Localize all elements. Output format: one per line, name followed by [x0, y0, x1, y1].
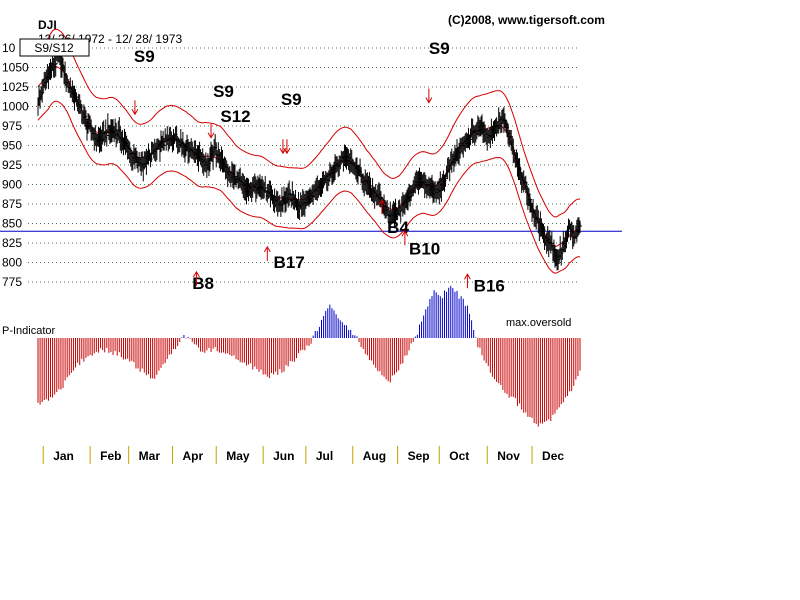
y-tick-label: 825: [2, 236, 22, 250]
month-label: Aug: [363, 449, 386, 463]
month-label: Jun: [273, 449, 294, 463]
max-oversold-note: max.oversold: [506, 317, 571, 329]
signal-arrow-head: [378, 199, 386, 206]
copyright: (C)2008, www.tigersoft.com: [448, 13, 605, 27]
p-indicator-label: P-Indicator: [2, 325, 56, 337]
y-tick-label: 975: [2, 119, 22, 133]
signal-label: S12: [220, 107, 250, 126]
month-label: Nov: [497, 449, 520, 463]
month-label: Sep: [408, 449, 430, 463]
band-middle: [37, 66, 580, 247]
y-tick-label: 800: [2, 256, 22, 270]
signal-arrow-head: [401, 230, 409, 237]
signal-label: S9: [134, 47, 155, 66]
signal-arrow-head: [425, 97, 433, 104]
signal-label: B16: [474, 276, 505, 295]
y-axis-ticks: 775 800 825 850 875 900 925 950 975 1000 1025 1050 1…: [2, 41, 29, 289]
signal-arrow-head: [131, 109, 139, 116]
signal-arrow-head: [464, 273, 471, 280]
signal-label: S9: [281, 90, 302, 109]
month-label: Jan: [53, 449, 74, 463]
y-tick-label: 925: [2, 158, 22, 172]
signal-arrow-head: [207, 132, 215, 139]
y-tick-label: 950: [2, 139, 22, 153]
month-label: Oct: [449, 449, 469, 463]
band-layer: [37, 28, 580, 274]
y-tick-label: 1000: [2, 100, 29, 114]
signal-label: B10: [409, 240, 440, 259]
grid-lines: [28, 47, 580, 283]
price-bars: [37, 42, 582, 271]
month-label: Jul: [316, 449, 333, 463]
ticker-label: DJI: [38, 18, 57, 32]
y-tick-label: 10: [2, 41, 16, 55]
signal-arrow-head: [263, 245, 271, 253]
title-box-label: S9/S12: [34, 41, 74, 55]
y-tick-label: 900: [2, 178, 22, 192]
y-tick-label: 875: [2, 197, 22, 211]
month-label: Mar: [139, 449, 161, 463]
y-tick-label: 775: [2, 275, 22, 289]
month-label: Apr: [182, 449, 203, 463]
y-tick-label: 850: [2, 217, 22, 231]
signal-label: B17: [274, 253, 305, 272]
signal-label: S9: [213, 82, 234, 101]
month-axis: Jan Feb Mar Apr May Jun Jul Aug Sep Oct Nov Dec: [42, 445, 580, 464]
y-tick-label: 1025: [2, 80, 29, 94]
p-indicator-bars: [37, 285, 581, 427]
signal-arrow-head: [193, 270, 200, 278]
band-lower: [37, 100, 580, 274]
signal-arrow-head: [283, 148, 291, 155]
month-label: May: [226, 449, 250, 463]
band-upper: [37, 28, 580, 218]
title-box: [19, 38, 90, 57]
y-tick-label: 1050: [2, 61, 29, 75]
month-label: Feb: [100, 449, 121, 463]
signal-label: B8: [192, 274, 214, 293]
month-label: Dec: [542, 449, 564, 463]
signal-label: S9: [429, 39, 450, 58]
